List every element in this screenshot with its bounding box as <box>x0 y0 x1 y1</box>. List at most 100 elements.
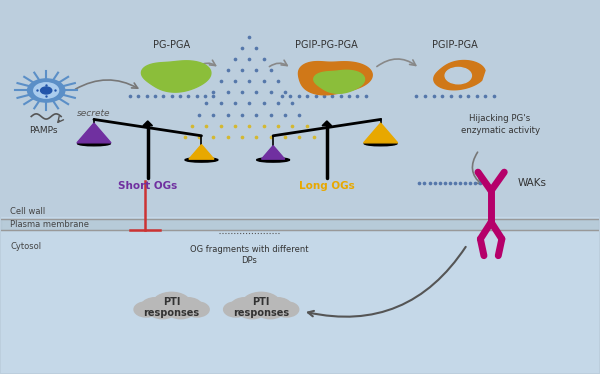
Point <box>251 89 261 95</box>
Point <box>187 123 197 129</box>
Polygon shape <box>364 123 398 143</box>
Point <box>336 93 346 99</box>
Point <box>277 93 287 99</box>
Point <box>259 78 268 84</box>
Point <box>280 111 290 117</box>
Text: PTI
responses: PTI responses <box>233 297 289 318</box>
Point <box>192 93 202 99</box>
Point <box>419 180 429 186</box>
Point <box>295 111 304 117</box>
Circle shape <box>41 87 52 94</box>
Point <box>445 180 455 186</box>
Circle shape <box>28 79 65 102</box>
Circle shape <box>224 302 248 317</box>
Point <box>472 93 482 99</box>
Point <box>150 93 160 99</box>
Text: OG fragments with different
DPs: OG fragments with different DPs <box>190 245 308 265</box>
Point <box>251 134 261 140</box>
Point <box>446 93 456 99</box>
Point <box>41 82 51 88</box>
Polygon shape <box>322 121 332 126</box>
Point <box>133 93 143 99</box>
Point <box>295 134 304 140</box>
Polygon shape <box>142 61 211 92</box>
Point <box>237 89 247 95</box>
Point <box>50 88 59 94</box>
Point <box>259 123 268 129</box>
Ellipse shape <box>364 141 397 146</box>
Point <box>273 78 283 84</box>
Point <box>259 56 268 62</box>
Point <box>223 67 233 73</box>
Text: PAMPs: PAMPs <box>29 126 58 135</box>
Circle shape <box>141 298 170 315</box>
Point <box>273 123 283 129</box>
Point <box>230 101 240 107</box>
Point <box>216 123 226 129</box>
Bar <box>1 1 599 217</box>
Point <box>287 123 297 129</box>
Point <box>223 111 233 117</box>
Circle shape <box>238 301 266 319</box>
Point <box>435 180 445 186</box>
Point <box>319 93 329 99</box>
Point <box>125 93 134 99</box>
Point <box>32 88 42 94</box>
Text: Short OGs: Short OGs <box>118 181 178 191</box>
Point <box>286 93 295 99</box>
Bar <box>1 217 599 373</box>
Point <box>266 134 275 140</box>
Circle shape <box>34 83 59 98</box>
Point <box>194 111 204 117</box>
Point <box>230 56 240 62</box>
Text: PGIP-PG-PGA: PGIP-PG-PGA <box>296 40 358 50</box>
Point <box>460 180 470 186</box>
Point <box>429 93 439 99</box>
Point <box>167 93 176 99</box>
Ellipse shape <box>185 158 218 162</box>
Circle shape <box>185 302 209 317</box>
Point <box>470 180 480 186</box>
Point <box>180 134 190 140</box>
Point <box>266 67 275 73</box>
Point <box>200 93 210 99</box>
Point <box>244 34 254 40</box>
Point <box>302 93 312 99</box>
Polygon shape <box>434 61 485 90</box>
Polygon shape <box>314 70 365 93</box>
Point <box>280 134 290 140</box>
Text: Plasma membrane: Plasma membrane <box>10 220 89 229</box>
Ellipse shape <box>77 141 110 146</box>
Point <box>412 93 421 99</box>
Point <box>175 93 185 99</box>
Point <box>437 93 447 99</box>
Point <box>230 123 240 129</box>
Point <box>237 111 247 117</box>
Point <box>328 93 337 99</box>
Bar <box>1 218 599 230</box>
Point <box>280 89 290 95</box>
Point <box>481 180 490 186</box>
Point <box>463 93 473 99</box>
Point <box>209 134 218 140</box>
Circle shape <box>173 298 202 315</box>
Point <box>216 101 226 107</box>
Circle shape <box>231 298 259 315</box>
Point <box>287 101 297 107</box>
Point <box>237 45 247 51</box>
Circle shape <box>445 67 472 84</box>
Point <box>202 101 211 107</box>
Point <box>311 93 320 99</box>
Text: secrete: secrete <box>77 110 111 119</box>
Point <box>259 101 268 107</box>
Point <box>251 45 261 51</box>
Point <box>194 134 204 140</box>
Circle shape <box>274 302 299 317</box>
Polygon shape <box>189 145 214 159</box>
Point <box>202 123 211 129</box>
Point <box>455 180 464 186</box>
Point <box>361 93 370 99</box>
Point <box>244 123 254 129</box>
Point <box>209 111 218 117</box>
Point <box>344 93 354 99</box>
